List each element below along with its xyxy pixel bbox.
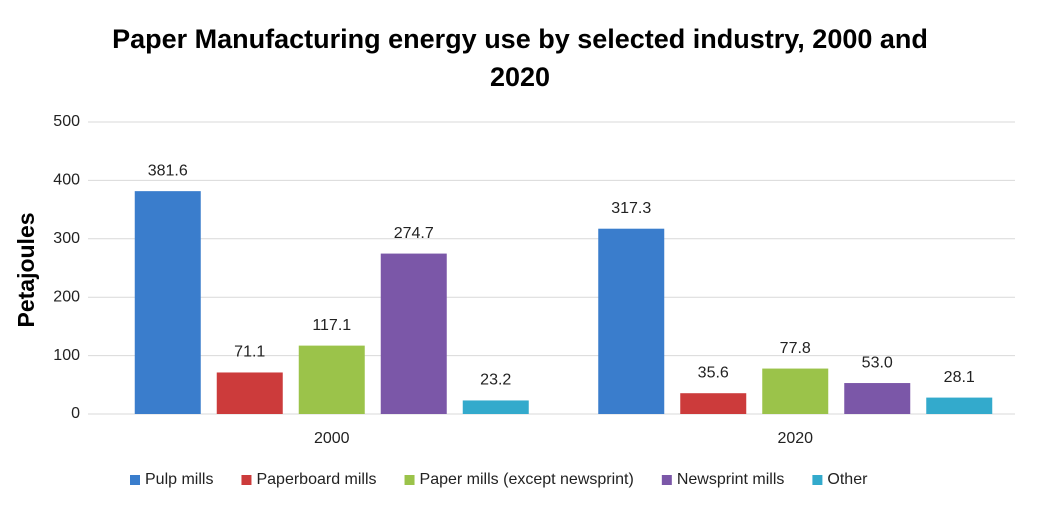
legend-swatch [241,475,252,485]
data-label: 117.1 [312,317,351,334]
legend-label: Paperboard mills [256,471,376,488]
bar [380,253,447,414]
y-axis-label: Petajoules [13,212,39,327]
data-label: 274.7 [394,225,434,242]
y-tick-label: 300 [53,230,80,247]
data-label: 71.1 [234,344,265,361]
chart-title: Paper Manufacturing energy use by select… [112,24,928,92]
bar [844,383,911,414]
bar [134,191,201,414]
y-tick-label: 100 [53,347,80,364]
data-label: 317.3 [611,200,651,217]
y-tick-label: 200 [53,288,80,305]
data-label: 53.0 [862,354,893,371]
y-tick-label: 400 [53,172,80,189]
legend-swatch [812,475,823,485]
bar [298,345,365,414]
legend-swatch [661,475,672,485]
bar [680,393,747,414]
bar [216,372,283,414]
x-tick-label: 2020 [777,430,813,447]
bar [462,400,529,414]
legend-label: Newsprint mills [677,471,785,488]
data-label: 28.1 [944,369,975,386]
legend-label: Pulp mills [145,471,213,488]
legend-swatch [130,475,140,485]
bar [926,397,993,414]
legend-label: Paper mills (except newsprint) [420,471,634,488]
bar [762,368,829,414]
y-tick-label: 0 [71,405,80,422]
data-label: 77.8 [780,340,811,357]
legend-label: Other [827,471,868,488]
x-tick-label: 2000 [314,430,350,447]
data-label: 381.6 [148,162,188,179]
bar [598,228,665,414]
data-label: 23.2 [480,372,511,389]
y-tick-label: 500 [53,113,80,130]
data-label: 35.6 [698,364,729,381]
legend-swatch [404,475,415,485]
